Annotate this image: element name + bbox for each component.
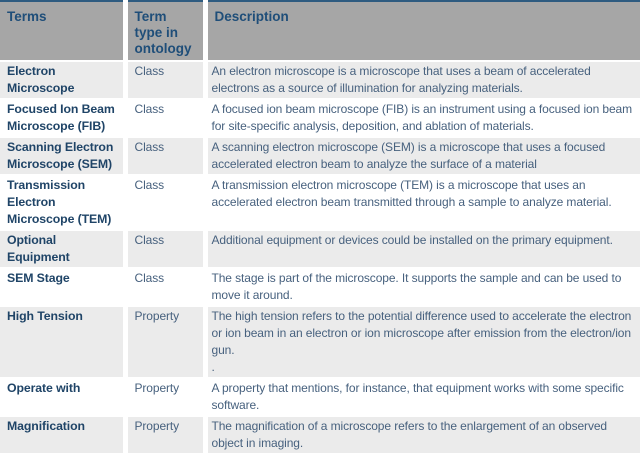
term-cell: Transmission Electron Microscope (TEM) xyxy=(0,175,128,231)
term-cell: Scanning Electron Microscope (SEM) xyxy=(0,137,128,176)
term-cell: Optional Equipment xyxy=(0,230,128,269)
column-header-term-type: Term type in ontology xyxy=(125,1,208,62)
desc-cell: A transmission electron microscope (TEM)… xyxy=(205,175,640,231)
desc-cell: The high tension refers to the potential… xyxy=(205,306,640,379)
header-row: Terms Term type in ontology Description xyxy=(0,1,640,62)
term-cell: Electron Microscope xyxy=(0,61,128,100)
column-header-terms: Terms xyxy=(0,1,128,62)
type-cell: Class xyxy=(125,137,208,176)
table-row: SEM Stage Class The stage is part of the m… xyxy=(0,268,640,307)
table-body: Electron Microscope Class An electron micr… xyxy=(0,61,640,456)
term-cell: Focused Ion Beam Microscope (FIB) xyxy=(0,99,128,138)
type-cell: Class xyxy=(125,230,208,269)
term-cell: Operate with xyxy=(0,378,128,417)
table-row: Scanning Electron Microscope (SEM) Class A… xyxy=(0,137,640,176)
table-row: Operate with Property A property that ment… xyxy=(0,378,640,417)
column-header-description: Description xyxy=(205,1,640,62)
desc-cell: A scanning electron microscope (SEM) is … xyxy=(205,137,640,176)
term-cell: SEM Stage xyxy=(0,268,128,307)
term-cell: High Tension xyxy=(0,306,128,379)
type-cell: Property xyxy=(125,454,208,456)
type-cell: Property xyxy=(125,416,208,455)
table-row: Optional Equipment Class Additional equipm… xyxy=(0,230,640,269)
desc-cell: Additional equipment or devices could be… xyxy=(205,230,640,269)
desc-cell: This may be used to demonstrate sample d… xyxy=(205,454,640,456)
type-cell: Class xyxy=(125,61,208,100)
type-cell: Property xyxy=(125,378,208,417)
table-header: Terms Term type in ontology Description xyxy=(0,1,640,62)
table-row: High Tension Property The high tension ref… xyxy=(0,306,640,379)
table-row: Focused Ion Beam Microscope (FIB) Class A … xyxy=(0,99,640,138)
desc-cell: An electron microscope is a microscope t… xyxy=(205,61,640,100)
table-row: Transmission Electron Microscope (TEM) Cl… xyxy=(0,175,640,231)
desc-cell: A focused ion beam microscope (FIB) is a… xyxy=(205,99,640,138)
desc-cell: A property that mentions, for instance, … xyxy=(205,378,640,417)
term-cell: Dimension??? xyxy=(0,454,128,456)
type-cell: Class xyxy=(125,268,208,307)
desc-cell: The magnification of a microscope refers… xyxy=(205,416,640,455)
type-cell: Property xyxy=(125,306,208,379)
table-row: Electron Microscope Class An electron micr… xyxy=(0,61,640,100)
desc-cell: The stage is part of the microscope. It … xyxy=(205,268,640,307)
type-cell: Class xyxy=(125,175,208,231)
table-row: Magnification Property The magnification o… xyxy=(0,416,640,455)
term-cell: Magnification xyxy=(0,416,128,455)
table-row: Dimension???PropertyThis may be used to … xyxy=(0,454,640,456)
type-cell: Class xyxy=(125,99,208,138)
